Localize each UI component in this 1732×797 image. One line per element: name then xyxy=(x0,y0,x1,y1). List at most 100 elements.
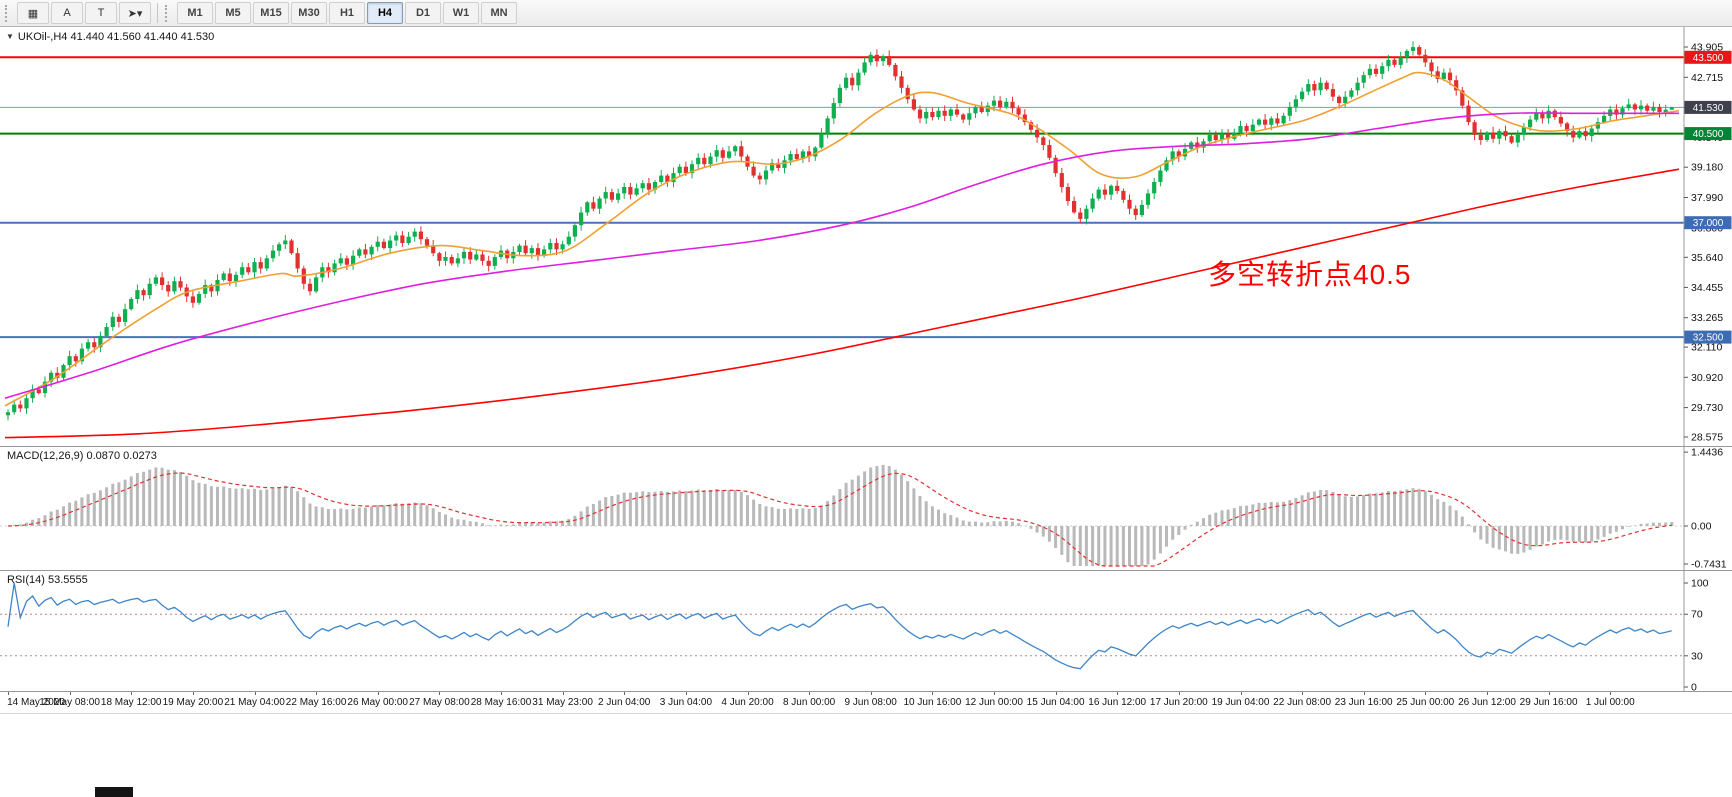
time-axis-label: 28 May 16:00 xyxy=(470,697,532,708)
time-tick xyxy=(809,692,811,695)
time-axis-label: 22 May 16:00 xyxy=(285,697,347,708)
macd-label: MACD(12,26,9) 0.0870 0.0273 xyxy=(7,450,157,462)
text-tool-button[interactable]: T xyxy=(85,2,117,24)
time-axis-label: 19 May 20:00 xyxy=(162,697,224,708)
svg-text:32.110: 32.110 xyxy=(1691,342,1722,354)
timeframe-m15[interactable]: M15 xyxy=(253,2,289,24)
time-axis-label: 26 May 00:00 xyxy=(347,697,408,708)
time-axis-label: 16 Jun 12:00 xyxy=(1088,697,1147,708)
timeframe-m1[interactable]: M1 xyxy=(177,2,213,24)
svg-text:42.715: 42.715 xyxy=(1691,72,1723,84)
cursor-tool-button[interactable]: ➤▾ xyxy=(119,2,151,24)
svg-text:70: 70 xyxy=(1691,609,1703,621)
time-axis-label: 22 Jun 08:00 xyxy=(1273,697,1332,708)
time-axis-label: 3 Jun 04:00 xyxy=(659,697,713,708)
time-tick xyxy=(254,692,256,695)
time-axis-label: 9 Jun 08:00 xyxy=(844,697,897,708)
time-tick xyxy=(377,692,379,695)
time-tick xyxy=(1055,692,1057,695)
arrow-tool-button[interactable]: A xyxy=(51,2,83,24)
time-tick xyxy=(994,692,995,695)
time-axis-label: 14 May 2020 xyxy=(7,697,65,708)
panel-divider[interactable] xyxy=(0,570,1732,571)
time-axis-label: 12 Jun 00:00 xyxy=(965,697,1023,708)
time-tick xyxy=(1610,692,1612,695)
svg-text:0.00: 0.00 xyxy=(1691,521,1712,533)
time-tick xyxy=(747,692,749,695)
svg-text:29.730: 29.730 xyxy=(1691,402,1723,414)
time-tick xyxy=(1178,692,1180,695)
svg-text:1.4436: 1.4436 xyxy=(1691,447,1723,459)
time-axis[interactable]: 14 May 2020 15 May 08:00 18 May 12:00 19 Ma… xyxy=(0,692,1732,714)
svg-text:35.640: 35.640 xyxy=(1691,252,1723,264)
svg-text:41.530: 41.530 xyxy=(1693,103,1724,114)
time-axis-label: 2 Jun 04:00 xyxy=(598,697,651,708)
time-tick xyxy=(8,692,9,695)
svg-text:32.500: 32.500 xyxy=(1693,333,1724,344)
time-tick xyxy=(1487,692,1488,695)
time-tick xyxy=(192,692,194,695)
svg-text:34.455: 34.455 xyxy=(1691,282,1723,294)
time-tick xyxy=(1240,692,1242,695)
svg-text:33.265: 33.265 xyxy=(1691,312,1723,324)
time-tick xyxy=(1548,692,1550,695)
toolbar-separator xyxy=(157,3,158,23)
charts-button[interactable]: ▦ xyxy=(17,2,49,24)
timeframe-m30[interactable]: M30 xyxy=(291,2,327,24)
time-axis-label: 10 Jun 16:00 xyxy=(903,697,962,708)
time-axis-label: 17 Jun 20:00 xyxy=(1149,697,1208,708)
svg-text:37.990: 37.990 xyxy=(1691,192,1723,204)
time-axis-label: 15 May 08:00 xyxy=(39,697,100,708)
time-tick xyxy=(562,692,564,695)
timeframe-h4[interactable]: H4 xyxy=(367,2,403,24)
time-tick xyxy=(1363,692,1365,695)
rsi-indicator-panel[interactable]: 100 70 30 0 xyxy=(0,571,1732,691)
timeframe-d1[interactable]: D1 xyxy=(405,2,441,24)
price-chart[interactable]: 43.90542.71541.52540.34039.18037.99036.8… xyxy=(0,27,1732,446)
macd-indicator-panel[interactable]: 1.4436 0.00 -0.7431 xyxy=(0,447,1732,570)
timeframe-toolbar-grip[interactable] xyxy=(165,4,171,22)
svg-text:43.905: 43.905 xyxy=(1691,42,1723,54)
svg-text:0: 0 xyxy=(1691,682,1697,692)
bottom-empty-area xyxy=(0,714,1732,797)
time-tick xyxy=(131,692,133,695)
time-tick xyxy=(69,692,71,695)
time-tick xyxy=(932,692,934,695)
time-tick xyxy=(501,692,502,695)
time-tick xyxy=(439,692,441,695)
time-tick xyxy=(624,692,626,695)
time-axis-label: 23 Jun 16:00 xyxy=(1334,697,1393,708)
chart-annotation-text[interactable]: 多空转折点40.5 xyxy=(1208,259,1412,290)
svg-text:37.000: 37.000 xyxy=(1693,218,1724,229)
taskbar-fragment xyxy=(95,787,133,797)
timeframe-m5[interactable]: M5 xyxy=(215,2,251,24)
svg-text:30.920: 30.920 xyxy=(1691,372,1723,384)
time-axis-label: 8 Jun 00:00 xyxy=(782,697,836,708)
svg-text:100: 100 xyxy=(1691,578,1709,590)
timeframe-mn[interactable]: MN xyxy=(481,2,517,24)
toolbar-grip[interactable] xyxy=(5,4,11,22)
toolbar: ▦ A T ➤▾ M1 M5 M15 M30 H1 H4 D1 W1 MN xyxy=(0,0,1732,27)
time-axis-label: 31 May 23:00 xyxy=(532,697,593,708)
time-tick xyxy=(316,692,318,695)
chart-symbol-title: ▼ UKOil-,H4 41.440 41.560 41.440 41.530 xyxy=(6,31,214,43)
drawing-tools-group: ▦ A T ➤▾ xyxy=(16,2,152,24)
time-tick xyxy=(1117,692,1119,695)
time-axis-label: 21 May 04:00 xyxy=(224,697,285,708)
chevron-down-icon[interactable]: ▼ xyxy=(6,32,14,41)
time-tick xyxy=(1302,692,1304,695)
time-axis-label: 29 Jun 16:00 xyxy=(1519,697,1578,708)
timeframe-w1[interactable]: W1 xyxy=(443,2,479,24)
time-tick xyxy=(685,692,687,695)
panel-divider xyxy=(0,691,1732,692)
rsi-label: RSI(14) 53.5555 xyxy=(7,574,88,586)
time-axis-label: 15 Jun 04:00 xyxy=(1026,697,1085,708)
panel-divider[interactable] xyxy=(0,446,1732,447)
time-tick xyxy=(1425,692,1427,695)
svg-text:28.575: 28.575 xyxy=(1691,432,1723,444)
time-axis-label: 26 Jun 12:00 xyxy=(1458,697,1516,708)
timeframe-h1[interactable]: H1 xyxy=(329,2,365,24)
svg-text:39.180: 39.180 xyxy=(1691,162,1723,174)
time-tick xyxy=(870,692,872,695)
